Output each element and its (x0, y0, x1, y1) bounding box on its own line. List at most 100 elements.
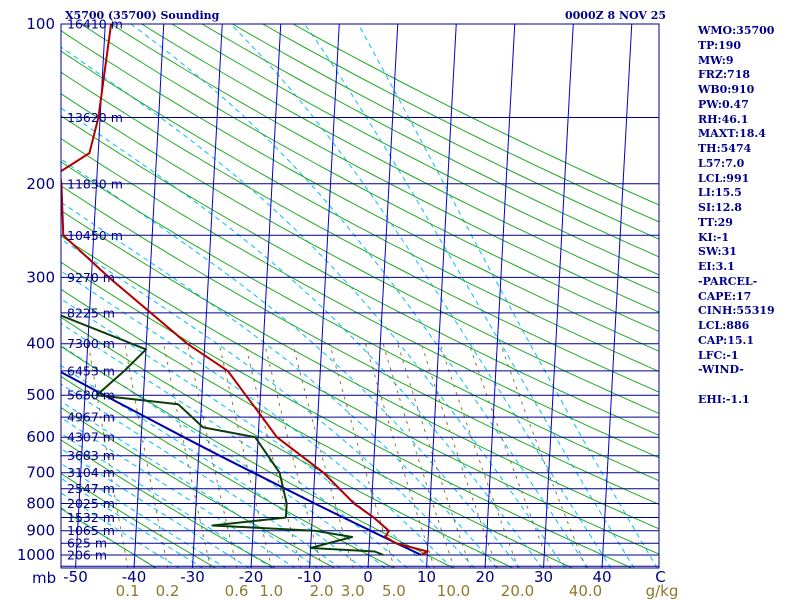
isotherm (133, 24, 165, 568)
pressure-tick-label: 400 (26, 335, 55, 353)
index-line: WB0:910 (698, 83, 755, 96)
index-line: MAXT:18.4 (698, 127, 766, 141)
index-line: TP:190 (698, 38, 742, 52)
isotherms (17, 12, 691, 568)
index-line: EHI:-1.1 (698, 392, 750, 406)
temperature-tick-label: C (655, 568, 665, 586)
mixing-ratio-label: 0.6 (225, 582, 249, 600)
mixing-ratio-label: 0.2 (156, 582, 180, 600)
dry-adiabat (80, 24, 659, 332)
index-line: LI:15.5 (698, 186, 742, 200)
mixing-ratio-label: 5.0 (382, 582, 406, 600)
isotherm (309, 24, 340, 568)
dry-adiabat (110, 24, 659, 313)
index-line: EI:3.1 (698, 260, 735, 273)
dry-adiabat (61, 137, 659, 459)
height-label: 4307 m (67, 430, 115, 445)
moist-adiabat (61, 270, 453, 568)
pressure-tick-label: 500 (26, 386, 55, 404)
index-line: TH:5474 (698, 142, 752, 155)
temperature-tick-label: 40 (592, 568, 611, 586)
height-label: 11830 m (67, 176, 123, 191)
mixing-ratio-label: 1.0 (259, 582, 283, 600)
temperature-tick-label: -50 (63, 568, 88, 586)
dry-adiabat (61, 50, 659, 372)
pressure-tick-label: 200 (26, 175, 55, 193)
sounding-date: 0000Z 8 NOV 25 (565, 9, 667, 22)
temperature-tick-label: -20 (239, 568, 264, 586)
index-line: MW:9 (698, 53, 734, 67)
temperature-tick-label: -30 (180, 568, 205, 586)
temperature-tick-label: -40 (122, 568, 147, 586)
height-label: 8225 m (67, 305, 115, 320)
index-line: CINH:55319 (698, 304, 775, 318)
height-label: 5680 m (67, 388, 115, 403)
index-line: -WIND- (698, 363, 744, 377)
isotherm (17, 12, 47, 568)
dry-adiabat (61, 161, 659, 482)
index-line: LFC:-1 (698, 348, 739, 362)
height-label: 2025 m (67, 496, 115, 511)
height-label: 7300 m (67, 336, 115, 351)
mixing-ratio-label: 40.0 (569, 582, 602, 600)
isotherm (601, 24, 633, 568)
index-line: RH:46.1 (698, 112, 749, 126)
dry-adiabat (61, 71, 659, 393)
pressure-tick-label: 600 (26, 428, 55, 446)
dry-adiabat (61, 30, 659, 352)
pressure-tick-label: 800 (26, 495, 55, 513)
sounding-title: X5700 (35700) Sounding (65, 9, 220, 22)
isotherm (192, 24, 223, 568)
height-label: 1065 m (67, 523, 115, 538)
profiles (61, 24, 429, 556)
pressure-tick-label: 1000 (17, 546, 55, 564)
mixing-ratio-label: 2.0 (310, 582, 334, 600)
temperature-tick-label: 30 (534, 568, 553, 586)
isotherm (484, 24, 516, 568)
pressure-unit-label: mb (32, 569, 56, 587)
index-line: -PARCEL- (698, 274, 758, 288)
dry-adiabat (171, 24, 659, 276)
index-line: L57:7.0 (698, 156, 745, 170)
mixing-ratio-label: 20.0 (501, 582, 534, 600)
pressure-tick-label: 700 (26, 464, 55, 482)
temperature-trace (61, 24, 429, 556)
pressure-tick-label: 100 (26, 15, 55, 33)
height-label: 2547 m (67, 481, 115, 496)
temperature-tick-label: 10 (417, 568, 436, 586)
index-line: LCL:886 (698, 319, 750, 332)
index-line: PW:0.47 (698, 97, 749, 111)
dry-adiabat (61, 115, 659, 436)
index-line: KI:-1 (698, 230, 729, 244)
moist-adiabat (230, 24, 612, 568)
plot-frame (60, 23, 660, 569)
mixing-ratio-label: g/kg (646, 582, 679, 600)
index-line: FRZ:718 (698, 68, 751, 82)
index-line: CAP:15.1 (698, 333, 755, 347)
parcel-trace (61, 370, 422, 556)
isobars (61, 24, 659, 567)
height-label: 3104 m (67, 465, 115, 480)
index-line: WMO:35700 (698, 24, 775, 37)
height-label: 13620 m (67, 110, 123, 125)
dry-adiabat (140, 24, 659, 294)
isotherm (661, 12, 691, 568)
isotherm (367, 24, 399, 568)
dry-adiabat (61, 93, 659, 414)
height-label: 3683 m (67, 448, 115, 463)
index-line: LCL:991 (698, 171, 750, 185)
height-label: 206 m (67, 548, 107, 563)
index-line (698, 378, 798, 393)
moist-adiabat (357, 24, 658, 568)
temperature-tick-label: -10 (297, 568, 322, 586)
dry-adiabat (61, 185, 659, 506)
height-label: 10450 m (67, 228, 123, 243)
dry-adiabat (201, 24, 659, 258)
height-label: 4967 m (67, 410, 115, 425)
mixing-ratio-label: 10.0 (437, 582, 470, 600)
isotherm (426, 24, 457, 568)
dewpoint-trace (61, 314, 384, 556)
temperature-tick-label: 20 (475, 568, 494, 586)
